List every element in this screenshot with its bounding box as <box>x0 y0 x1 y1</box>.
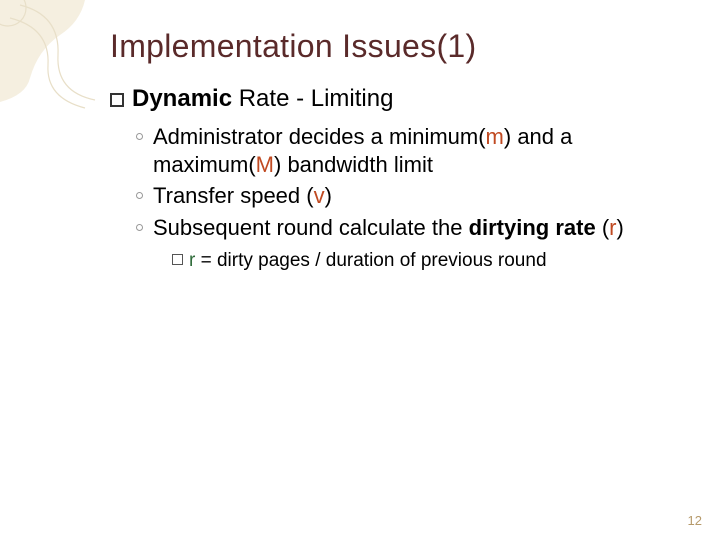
list-item: r = dirty pages / duration of previous r… <box>172 249 660 274</box>
list-item: Subsequent round calculate the dirtying … <box>136 214 660 242</box>
page-title: Implementation Issues(1) <box>110 28 660 65</box>
ring-bullet-icon <box>136 133 143 140</box>
ring-bullet-icon <box>136 192 143 199</box>
square-bullet-icon <box>172 254 183 265</box>
subtitle-row: Dynamic Rate - Limiting <box>110 85 660 113</box>
subtitle-bold: Dynamic <box>132 85 232 112</box>
page-number: 12 <box>688 513 702 528</box>
sub-text: r = dirty pages / duration of previous r… <box>189 249 547 274</box>
bullet-text: Subsequent round calculate the dirtying … <box>153 214 624 242</box>
ring-bullet-icon <box>136 224 143 231</box>
bullet-text: Transfer speed (v) <box>153 182 332 210</box>
subtitle-rest: Rate - Limiting <box>232 85 393 112</box>
list-item: Transfer speed (v) <box>136 182 660 210</box>
bullet-text: Administrator decides a minimum(m) and a… <box>153 123 660 178</box>
slide: Implementation Issues(1) Dynamic Rate - … <box>0 0 720 540</box>
sub-bullet-list: r = dirty pages / duration of previous r… <box>172 249 660 274</box>
bullet-list: Administrator decides a minimum(m) and a… <box>136 123 660 241</box>
square-bullet-icon <box>110 93 124 107</box>
bold-phrase: dirtying rate <box>469 215 596 240</box>
subtitle: Dynamic Rate - Limiting <box>132 85 393 113</box>
list-item: Administrator decides a minimum(m) and a… <box>136 123 660 178</box>
